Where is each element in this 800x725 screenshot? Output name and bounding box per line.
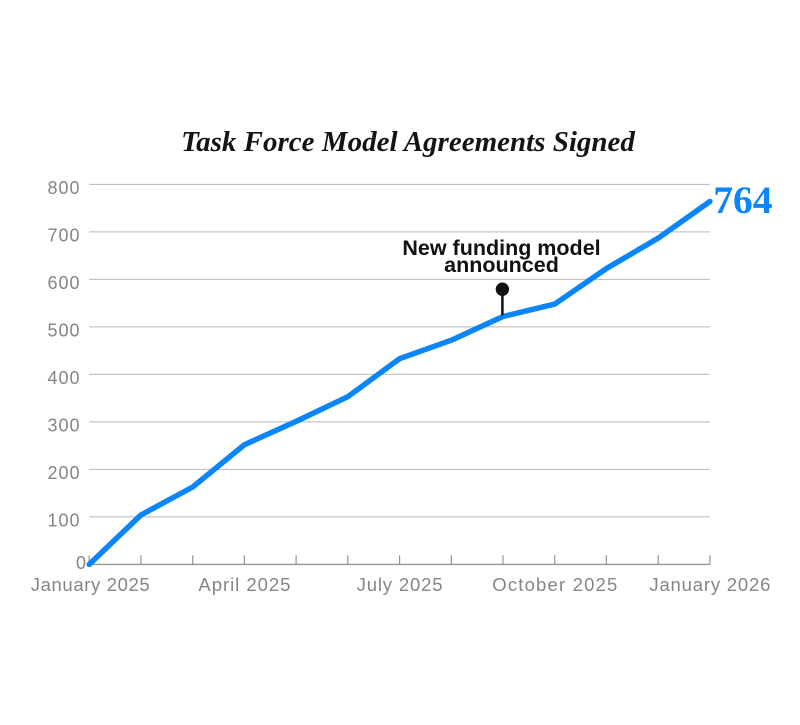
svg-text:600: 600 [48,273,80,293]
svg-text:800: 800 [48,178,80,198]
svg-text:January 2025: January 2025 [31,574,150,595]
svg-text:October 2025: October 2025 [492,574,617,595]
svg-text:January 2026: January 2026 [649,574,770,595]
svg-text:announced: announced [444,253,559,277]
svg-text:New funding model: New funding model [402,236,600,260]
svg-text:500: 500 [48,320,80,340]
svg-text:Task Force Model Agreements Si: Task Force Model Agreements Signed [181,126,635,158]
svg-text:400: 400 [48,368,80,388]
svg-text:200: 200 [48,463,80,483]
svg-text:0: 0 [76,553,86,573]
svg-text:April 2025: April 2025 [198,574,290,595]
svg-text:700: 700 [48,226,80,246]
svg-text:300: 300 [48,415,80,435]
svg-text:100: 100 [48,510,80,530]
svg-text:July 2025: July 2025 [357,574,443,595]
svg-text:764: 764 [713,178,773,222]
